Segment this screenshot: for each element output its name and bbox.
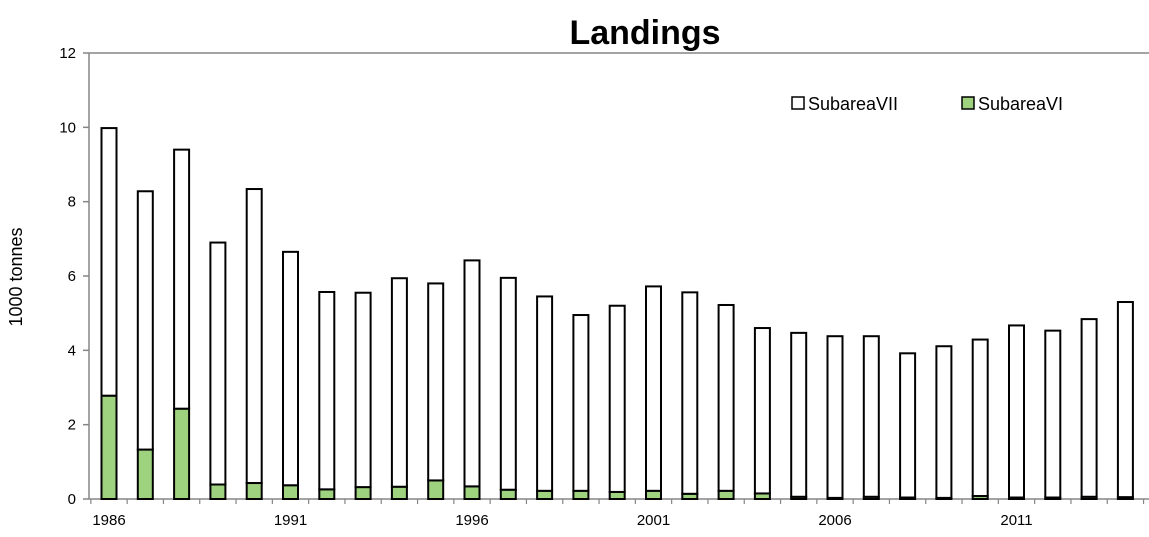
bar-subareavi-1987 <box>136 448 154 500</box>
x-tick-label: 2001 <box>637 512 670 529</box>
bar-subareavii-1990 <box>245 188 263 485</box>
bar-subareavii-2003 <box>717 303 735 492</box>
x-tick-label: 1996 <box>455 512 488 529</box>
bar-subareavii-1997 <box>499 276 517 491</box>
legend-swatch-subareavi <box>961 96 975 110</box>
bar-subareavii-2000 <box>608 304 626 493</box>
bar-subareavi-2000 <box>608 490 626 500</box>
y-tick-label: 8 <box>68 194 76 211</box>
bar-subareavii-1999 <box>572 314 590 492</box>
axes: 0 2 4 6 8 10 12 1986 1991 1996 2001 2006 2011 <box>59 45 1149 529</box>
bar-subareavi-1991 <box>282 484 299 500</box>
bar-subareavi-2003 <box>717 489 735 500</box>
bar-subareavi-1989 <box>209 483 227 501</box>
y-tick-label: 2 <box>68 417 76 434</box>
bar-subareavii-1987 <box>136 190 154 451</box>
bar-subareavii-2001 <box>645 285 662 492</box>
bar-subareavii-2006 <box>826 335 844 499</box>
x-tick-label: 2011 <box>1000 512 1032 529</box>
legend: SubareaVII SubareaVI <box>791 94 1063 114</box>
bar-subareavii-2012 <box>1044 329 1062 499</box>
bar-subareavi-1990 <box>245 482 263 501</box>
bar-subareavii-1991 <box>282 250 299 487</box>
bar-subareavi-1997 <box>499 488 517 501</box>
bar-subareavi-1996 <box>463 485 481 501</box>
bar-subareavii-2002 <box>681 291 699 495</box>
bar-subareavii-2010 <box>971 338 989 498</box>
bar-subareavii-2014 <box>1116 301 1134 499</box>
bar-subareavii-2007 <box>862 335 880 498</box>
bar-subareavii-1998 <box>536 295 554 492</box>
bar-subareavi-1995 <box>427 479 445 500</box>
y-tick-label: 4 <box>68 342 76 359</box>
bar-subareavii-1996 <box>463 259 481 488</box>
legend-label-subareavii: SubareaVII <box>808 94 898 114</box>
y-axis-label: 1000 tonnes <box>6 227 26 326</box>
bar-subareavi-1986 <box>100 394 118 500</box>
bar-subareavii-1995 <box>427 282 445 482</box>
bar-subareavii-1993 <box>354 291 372 489</box>
bar-subareavi-1998 <box>536 489 554 500</box>
y-tick-label: 6 <box>68 268 76 285</box>
y-tick-label: 0 <box>68 491 76 508</box>
y-tick-label: 10 <box>59 119 76 136</box>
bar-subareavii-1994 <box>390 277 408 488</box>
bar-subareavii-1992 <box>318 290 336 491</box>
bar-subareavi-1992 <box>318 488 336 501</box>
bars <box>100 127 1134 501</box>
bar-subareavi-1999 <box>572 489 590 500</box>
x-tick-label: 1991 <box>274 512 307 529</box>
bar-subareavi-2001 <box>645 489 662 500</box>
bar-subareavii-2008 <box>899 352 917 499</box>
x-tick-label: 1986 <box>92 512 125 529</box>
bar-subareavii-2005 <box>790 331 808 498</box>
legend-label-subareavi: SubareaVI <box>978 94 1063 114</box>
y-tick-label: 12 <box>59 45 76 62</box>
legend-swatch-subareavii <box>791 96 805 110</box>
bar-subareavii-1986 <box>100 127 118 397</box>
bar-subareavii-2009 <box>935 345 953 499</box>
bar-subareavi-1994 <box>390 485 408 500</box>
bar-subareavi-1988 <box>173 407 191 500</box>
bar-subareavi-1993 <box>354 486 372 500</box>
bar-subareavii-1989 <box>209 241 227 486</box>
chart-title: Landings <box>569 14 720 52</box>
bar-subareavii-2011 <box>1008 324 1025 499</box>
bar-subareavii-2013 <box>1080 318 1098 498</box>
x-tick-label: 2006 <box>818 512 851 529</box>
bar-subareavii-1988 <box>173 148 191 410</box>
bar-subareavii-2004 <box>753 327 771 495</box>
